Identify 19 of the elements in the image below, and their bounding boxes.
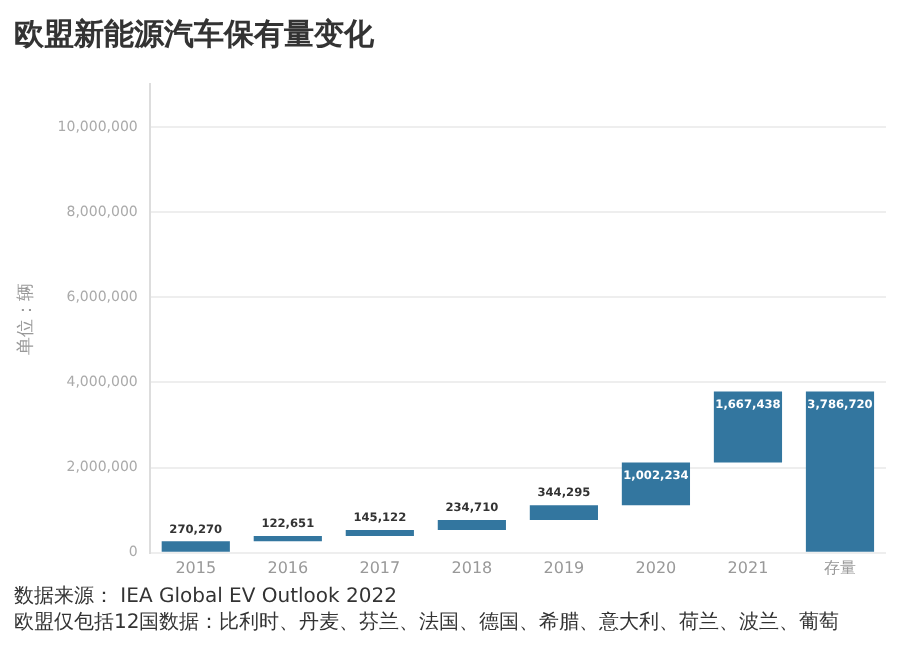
x-tick-label: 2021 bbox=[727, 558, 769, 577]
bar bbox=[161, 541, 230, 552]
bar bbox=[345, 529, 414, 537]
bar bbox=[253, 536, 322, 542]
x-tick-label: 2020 bbox=[635, 558, 677, 577]
x-tick-label: 2016 bbox=[267, 558, 309, 577]
chart-title: 欧盟新能源汽车保有量变化 bbox=[12, 14, 376, 56]
text: 欧盟仅包括12国数据：比利时、丹麦、芬兰、法国、德国、希腊、意大利、荷兰、波兰、葡萄 bbox=[14, 610, 842, 636]
x-tick-label: 2019 bbox=[543, 558, 585, 577]
bar bbox=[713, 391, 783, 463]
x-tick-label: 2015 bbox=[175, 558, 217, 577]
y-axis-title: 单位：辆 bbox=[15, 282, 38, 355]
bar bbox=[529, 505, 598, 520]
x-tick-label: 存量 bbox=[823, 558, 856, 577]
bar bbox=[437, 519, 506, 530]
source-note: 数据来源： IEA Global EV Outlook 2022 bbox=[14, 584, 399, 610]
bar bbox=[805, 391, 875, 552]
x-tick-label: 2017 bbox=[359, 558, 401, 577]
x-tick-label: 2018 bbox=[451, 558, 493, 577]
